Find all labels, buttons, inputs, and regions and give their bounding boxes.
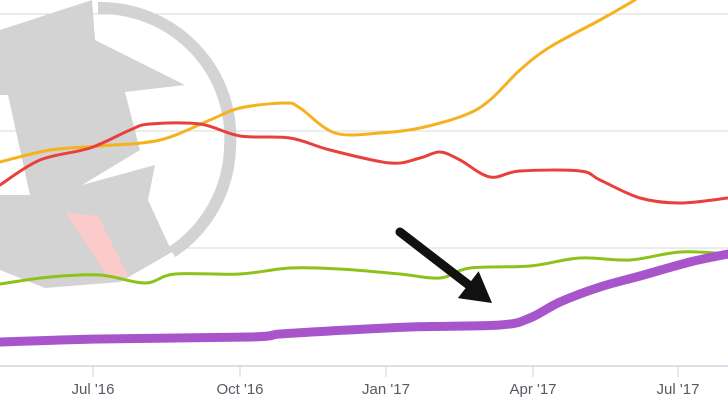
x-axis-ticks: Jul '16 Oct '16 Jan '17 Apr '17 Jul '17 — [72, 366, 700, 398]
series-line-green — [0, 250, 728, 286]
x-tick-label: Jul '16 — [72, 381, 115, 398]
x-tick-label: Apr '17 — [509, 381, 556, 398]
series-lines — [0, 0, 728, 347]
x-tick-label: Oct '16 — [216, 381, 263, 398]
x-tick-label: Jul '17 — [657, 381, 700, 398]
series-line-orange — [0, 0, 637, 164]
watermark-logo-icon — [0, 0, 237, 288]
series-line-red — [0, 121, 728, 205]
series-line-purple — [0, 249, 728, 347]
x-tick-label: Jan '17 — [362, 381, 410, 398]
annotation-arrow-icon — [395, 227, 492, 303]
